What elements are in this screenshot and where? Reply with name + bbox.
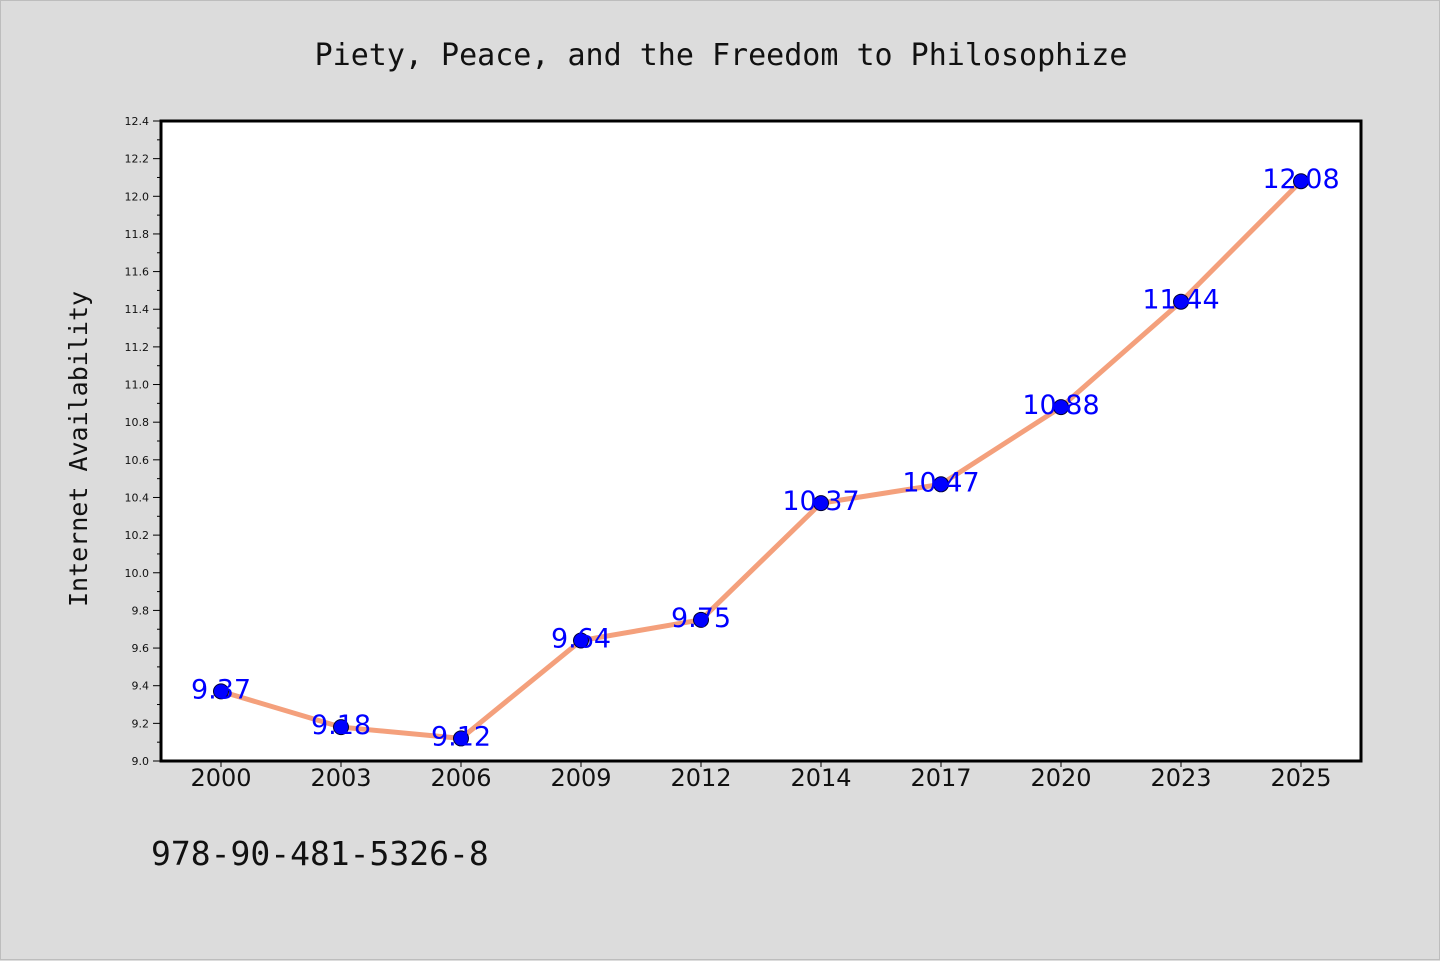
- y-tick-label: 11.8: [125, 228, 150, 241]
- chart-title: Piety, Peace, and the Freedom to Philoso…: [315, 38, 1128, 73]
- y-tick-label: 12.2: [125, 153, 150, 166]
- y-tick-label: 11.6: [125, 266, 150, 279]
- x-tick-label: 2020: [1030, 764, 1091, 792]
- data-labels: 9.37 9.18 9.12 9.64 9.75 10.37 10.47 10.88 11.44…: [191, 164, 1340, 752]
- x-tick-label: 2012: [670, 764, 731, 792]
- y-tick-label: 10.2: [125, 529, 150, 542]
- isbn-footer: 978-90-481-5326-8: [151, 834, 489, 873]
- x-tick-label: 2017: [910, 764, 971, 792]
- plot-area: [161, 121, 1361, 761]
- data-point: [1173, 293, 1189, 310]
- y-tick-label: 9.0: [132, 755, 150, 768]
- x-tick-label: 2014: [790, 764, 851, 792]
- x-axis-ticks: 2000 2003 2006 2009 2012 2014 2017 2020 2023 2025: [190, 761, 1332, 792]
- series-line: [218, 178, 1304, 741]
- x-tick-label: 2006: [430, 764, 491, 792]
- data-label: 10.37: [782, 486, 859, 517]
- data-point: [1053, 399, 1069, 416]
- y-tick-label: 10.6: [125, 454, 150, 467]
- plot-border: [159, 119, 1363, 763]
- y-tick-label: 10.4: [125, 491, 150, 504]
- data-label: 11.44: [1142, 285, 1219, 316]
- y-axis-label: Internet Availability: [64, 291, 93, 607]
- y-axis-ticks: 9.0 9.2 9.4 9.6 9.8 10.0 10.2 10.4 10.6 10.8 11.0 1…: [125, 115, 161, 768]
- y-tick-label: 10.8: [125, 416, 150, 429]
- y-tick-label: 9.6: [132, 642, 150, 655]
- data-label: 9.18: [311, 710, 371, 741]
- y-tick-label: 9.2: [132, 717, 150, 730]
- data-point: [1293, 173, 1309, 190]
- data-label: 10.88: [1022, 390, 1099, 421]
- series-line-group: [218, 178, 1304, 741]
- y-tick-label: 12.4: [125, 115, 150, 128]
- data-point: [333, 719, 349, 736]
- data-label: 9.12: [431, 721, 491, 752]
- data-point: [813, 495, 829, 512]
- x-tick-label: 2025: [1270, 764, 1331, 792]
- x-tick-label: 2009: [550, 764, 611, 792]
- y-tick-label: 9.8: [132, 604, 150, 617]
- data-point: [933, 476, 949, 493]
- data-markers: [213, 173, 1309, 747]
- x-tick-label: 2000: [190, 764, 251, 792]
- data-label: 9.75: [671, 603, 731, 634]
- data-point: [693, 611, 709, 628]
- data-point: [453, 730, 469, 747]
- data-label: 10.47: [902, 467, 979, 498]
- x-tick-label: 2003: [310, 764, 371, 792]
- y-tick-label: 9.4: [132, 680, 150, 693]
- y-tick-label: 11.4: [125, 303, 150, 316]
- data-point: [573, 632, 589, 649]
- data-label: 9.37: [191, 674, 251, 705]
- data-label: 12.08: [1262, 164, 1339, 195]
- data-label: 9.64: [551, 624, 611, 655]
- y-tick-label: 12.0: [125, 190, 150, 203]
- y-tick-label: 11.2: [125, 341, 150, 354]
- data-point: [213, 683, 229, 700]
- x-tick-label: 2023: [1150, 764, 1211, 792]
- y-tick-label: 11.0: [125, 379, 150, 392]
- y-tick-label: 10.0: [125, 567, 150, 580]
